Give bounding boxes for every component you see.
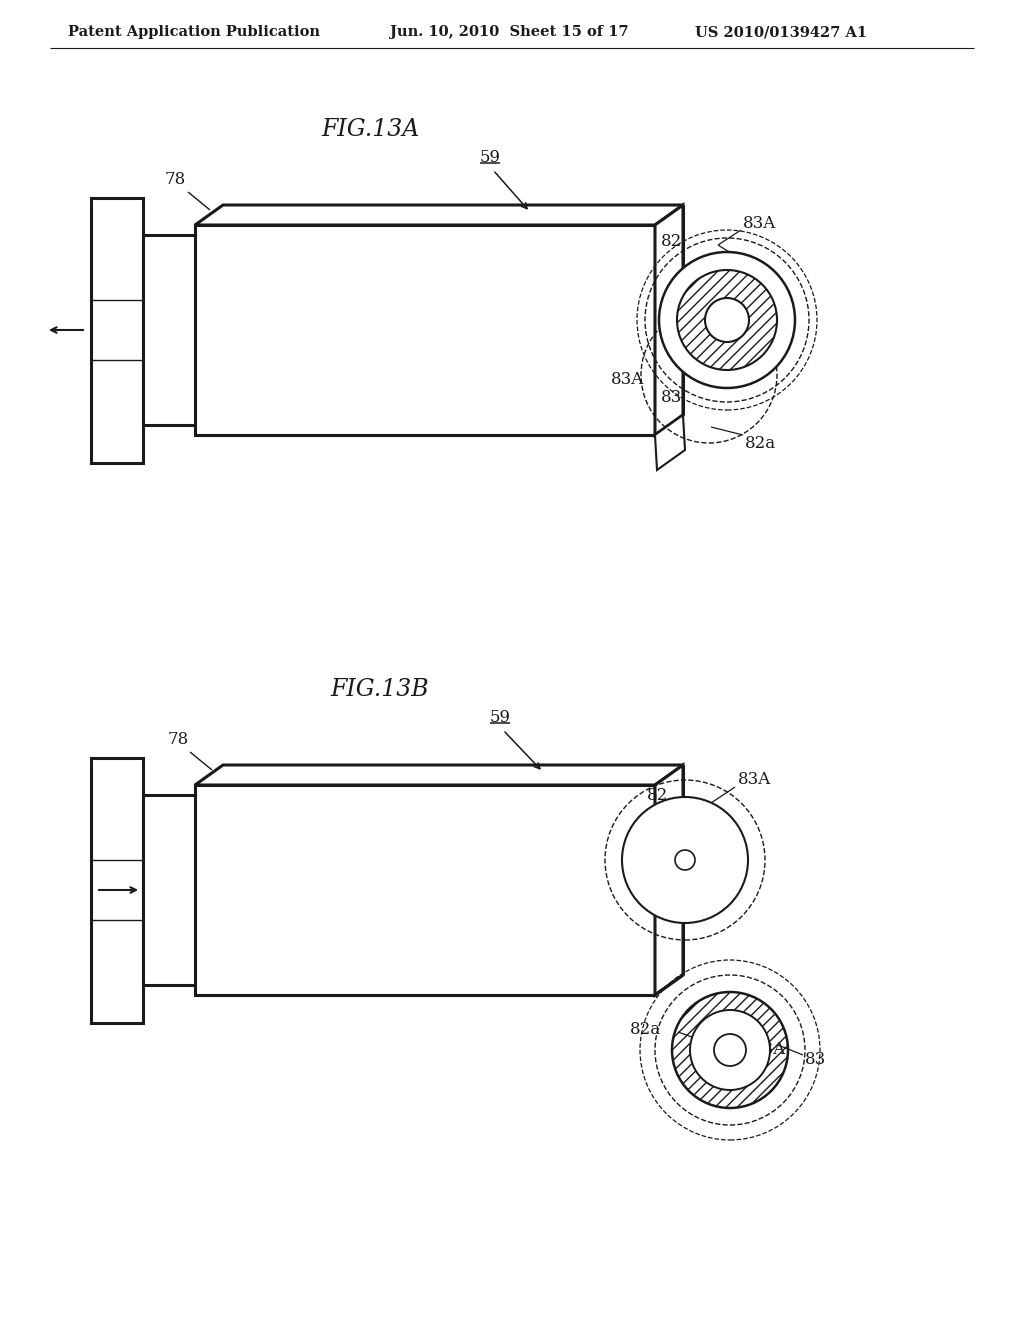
Text: 82a: 82a: [745, 434, 776, 451]
Text: 83: 83: [805, 1052, 826, 1068]
Polygon shape: [655, 414, 685, 470]
Polygon shape: [655, 205, 683, 436]
Circle shape: [714, 1034, 746, 1067]
Text: 82: 82: [662, 234, 683, 251]
Circle shape: [690, 1010, 770, 1090]
Text: Jun. 10, 2010  Sheet 15 of 17: Jun. 10, 2010 Sheet 15 of 17: [390, 25, 629, 40]
Polygon shape: [195, 224, 655, 436]
Text: Patent Application Publication: Patent Application Publication: [68, 25, 319, 40]
Circle shape: [705, 298, 749, 342]
Circle shape: [675, 850, 695, 870]
Text: 82: 82: [646, 787, 668, 804]
Text: 82a: 82a: [630, 1022, 660, 1039]
Text: 83A: 83A: [738, 771, 771, 788]
Polygon shape: [195, 766, 683, 785]
Text: FIG.13B: FIG.13B: [331, 678, 429, 701]
Polygon shape: [91, 198, 143, 462]
Text: 83A: 83A: [610, 371, 644, 388]
Polygon shape: [143, 235, 195, 425]
Polygon shape: [143, 795, 195, 985]
Text: 78: 78: [167, 731, 188, 748]
Polygon shape: [655, 766, 683, 995]
Text: 59: 59: [479, 149, 501, 165]
Text: 83A: 83A: [754, 1041, 786, 1059]
Circle shape: [659, 252, 795, 388]
Text: FIG.13A: FIG.13A: [321, 119, 419, 141]
Polygon shape: [91, 758, 143, 1023]
Polygon shape: [195, 785, 655, 995]
Polygon shape: [195, 205, 683, 224]
Text: 83: 83: [662, 389, 683, 407]
Circle shape: [622, 797, 748, 923]
Text: US 2010/0139427 A1: US 2010/0139427 A1: [695, 25, 867, 40]
Text: 78: 78: [165, 172, 185, 189]
Text: 59: 59: [489, 709, 511, 726]
Text: 83A: 83A: [743, 214, 776, 231]
